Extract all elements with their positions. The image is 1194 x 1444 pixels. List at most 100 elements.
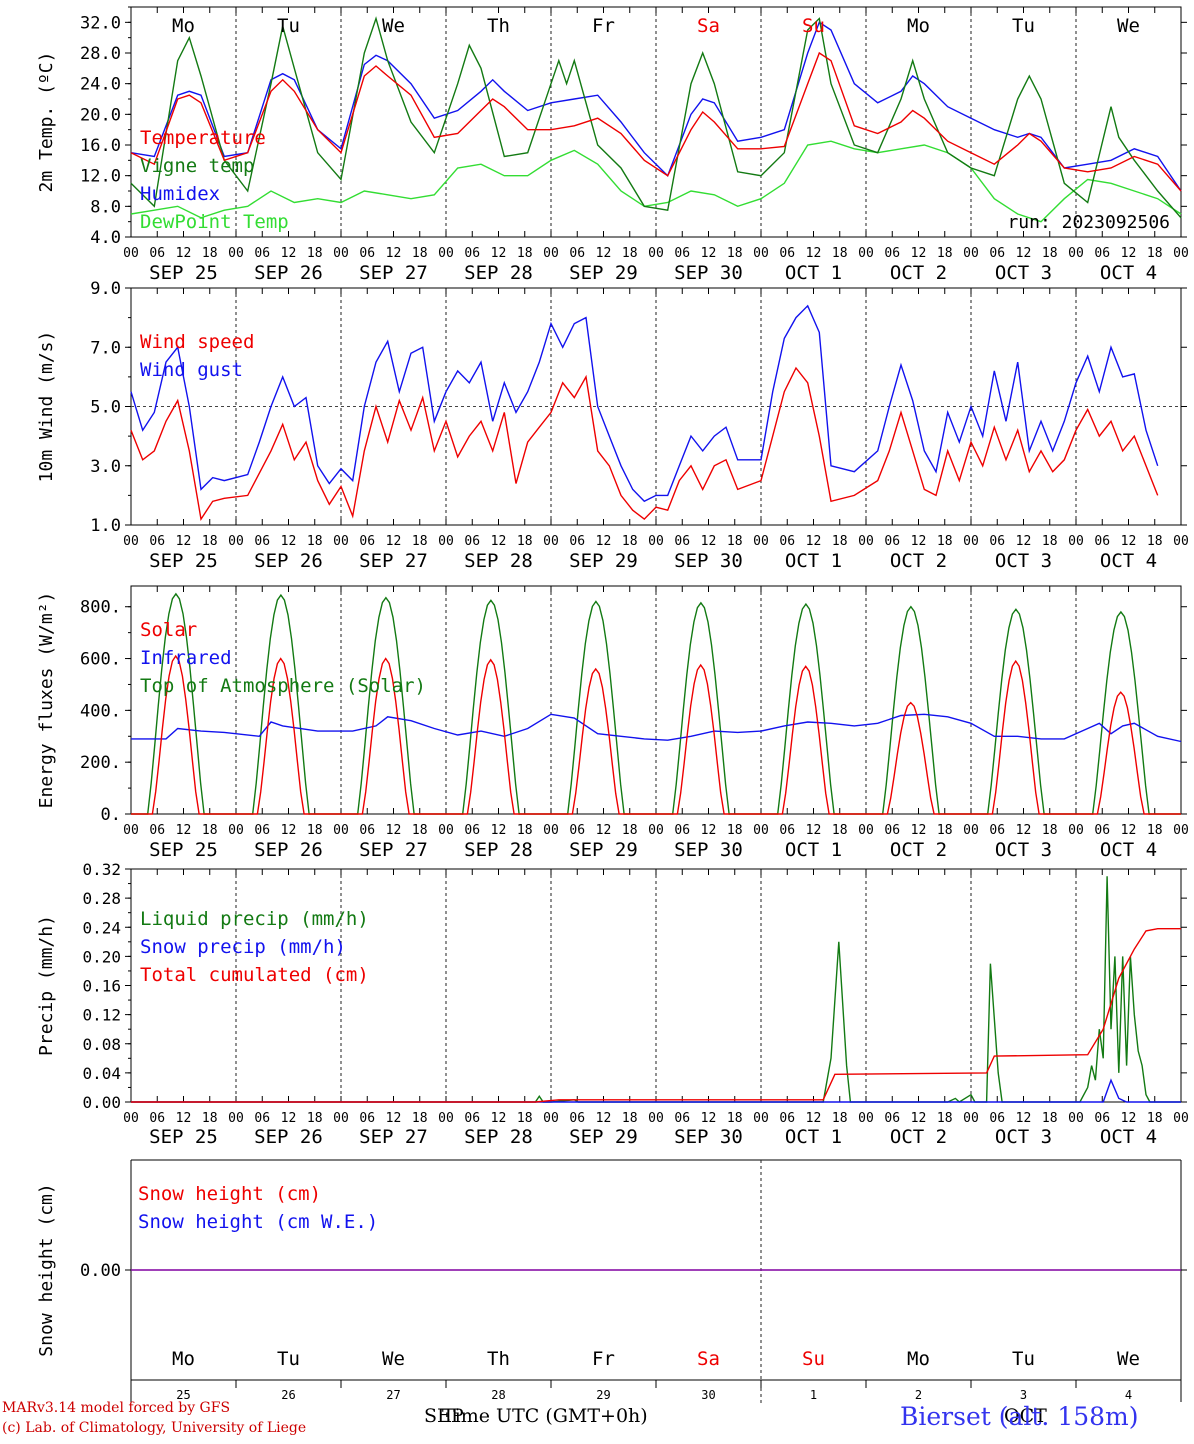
hour-tick-label: 06	[884, 246, 900, 261]
hour-tick-label: 00	[963, 534, 979, 549]
hour-tick-label: 18	[1147, 534, 1163, 549]
hour-tick-label: 12	[386, 1111, 402, 1126]
hour-tick-label: 12	[596, 246, 612, 261]
hour-tick-label: 06	[779, 1111, 795, 1126]
hour-tick-label: 00	[1068, 246, 1084, 261]
legend-humidex: Humidex	[140, 183, 220, 205]
hour-tick-label: 06	[464, 823, 480, 838]
hour-tick-label: 00	[438, 246, 454, 261]
footer-xlabel: Time UTC (GMT+0h)	[442, 1405, 648, 1427]
hour-tick-label: 00	[543, 823, 559, 838]
hour-tick-label: 00	[858, 823, 874, 838]
hour-tick-label: 06	[149, 1111, 165, 1126]
day-label: OCT 3	[995, 1126, 1052, 1148]
y-tick-label: 0.00	[80, 1261, 121, 1281]
hour-tick-label: 06	[569, 534, 585, 549]
weekday-label: Mo	[907, 1348, 930, 1370]
day-label: SEP 27	[359, 839, 428, 861]
hour-tick-label: 06	[1094, 1111, 1110, 1126]
hour-tick-label: 12	[281, 246, 297, 261]
hour-tick-label: 12	[596, 823, 612, 838]
legend-top-of-atmosphere-solar-: Top of Atmosphere (Solar)	[140, 675, 426, 697]
hour-tick-label: 12	[806, 1111, 822, 1126]
hour-tick-label: 00	[1068, 823, 1084, 838]
legend-snow-height-cm-: Snow height (cm)	[138, 1183, 321, 1205]
day-label: OCT 2	[890, 550, 947, 572]
day-label: SEP 25	[149, 1126, 218, 1148]
y-tick-label: 0.20	[82, 947, 121, 966]
y-tick-label: 8.0	[90, 197, 121, 217]
weekday-label: Mo	[172, 1348, 195, 1370]
hour-tick-label: 00	[438, 534, 454, 549]
hour-tick-label: 00	[333, 246, 349, 261]
hour-tick-label: 00	[1173, 823, 1189, 838]
y-tick-label: 0.24	[82, 918, 121, 937]
hour-tick-label: 06	[569, 1111, 585, 1126]
legend-dewpoint-temp: DewPoint Temp	[140, 211, 289, 233]
hour-tick-label: 12	[911, 823, 927, 838]
hour-tick-label: 12	[911, 246, 927, 261]
hour-tick-label: 00	[333, 534, 349, 549]
hour-tick-label: 12	[1121, 246, 1137, 261]
weekday-label: Mo	[172, 15, 195, 37]
hour-tick-label: 18	[832, 1111, 848, 1126]
day-label: OCT 2	[890, 262, 947, 284]
panel-4: 00 06 12 18 00 06 12 18 00 06 12 18 00 06 12 18 00 06 12 18…	[36, 860, 1189, 1148]
hour-tick-label: 06	[1094, 246, 1110, 261]
y-tick-label: 800.	[80, 598, 121, 618]
day-label: OCT 3	[995, 262, 1052, 284]
legend-wind-gust: Wind gust	[140, 359, 243, 381]
hour-tick-label: 18	[202, 246, 218, 261]
day-label: SEP 30	[674, 1126, 743, 1148]
day-label: OCT 3	[995, 550, 1052, 572]
weekday-label: Fr	[592, 1348, 615, 1370]
hour-tick-label: 00	[123, 823, 139, 838]
weekday-label: Tu	[277, 15, 300, 37]
hour-tick-label: 00	[858, 1111, 874, 1126]
y-tick-label: 16.0	[80, 136, 121, 156]
hour-tick-label: 06	[254, 534, 270, 549]
weekday-label: Th	[487, 1348, 510, 1370]
weekday-label: Th	[487, 15, 510, 37]
day-label: SEP 29	[569, 262, 638, 284]
weekday-label: We	[1117, 15, 1140, 37]
hour-tick-label: 12	[1016, 534, 1032, 549]
y-tick-label: 4.0	[90, 228, 121, 248]
hour-tick-label: 18	[622, 823, 638, 838]
hour-tick-label: 06	[359, 534, 375, 549]
weekday-label: Sa	[697, 15, 720, 37]
y-axis-label: 10m Wind (m/s)	[36, 331, 57, 483]
y-axis-label: Energy fluxes (W/m²)	[36, 592, 57, 809]
hour-tick-label: 00	[123, 246, 139, 261]
weekday-label: Tu	[277, 1348, 300, 1370]
hour-tick-label: 18	[1042, 534, 1058, 549]
hour-tick-label: 18	[307, 534, 323, 549]
hour-tick-label: 12	[806, 246, 822, 261]
legend-wind-speed: Wind speed	[140, 331, 254, 353]
series-vigne-temp	[130, 16, 1182, 219]
hour-tick-label: 18	[727, 246, 743, 261]
y-tick-label: 3.0	[90, 457, 121, 477]
hour-tick-label: 18	[1042, 823, 1058, 838]
series-solar	[131, 654, 1181, 815]
hour-tick-label: 12	[386, 534, 402, 549]
hour-tick-label: 00	[1068, 534, 1084, 549]
hour-tick-label: 00	[753, 823, 769, 838]
y-tick-label: 600.	[80, 650, 121, 670]
y-axis-label: Snow height (cm)	[36, 1183, 57, 1356]
hour-tick-label: 06	[254, 246, 270, 261]
hour-tick-label: 06	[359, 823, 375, 838]
hour-tick-label: 00	[648, 823, 664, 838]
hour-tick-label: 12	[386, 246, 402, 261]
hour-tick-label: 06	[674, 1111, 690, 1126]
day-label: OCT 2	[890, 839, 947, 861]
day-label: OCT 3	[995, 839, 1052, 861]
hour-tick-label: 00	[753, 1111, 769, 1126]
hour-tick-label: 18	[727, 1111, 743, 1126]
day-label: SEP 28	[464, 1126, 533, 1148]
y-tick-label: 24.0	[80, 75, 121, 95]
day-label: OCT 2	[890, 1126, 947, 1148]
hour-tick-label: 12	[176, 534, 192, 549]
